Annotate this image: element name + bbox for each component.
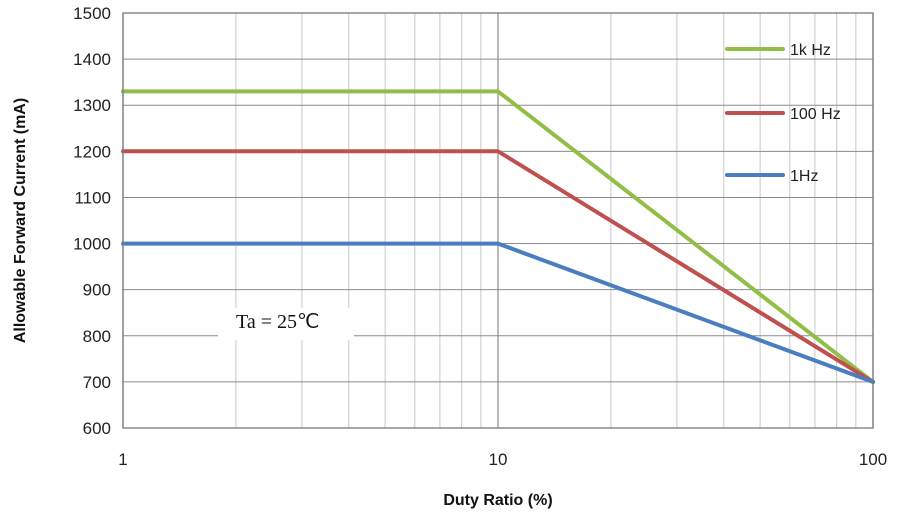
- y-tick-label: 1300: [73, 96, 111, 115]
- axes: 600 700 800 900 1000 1100 1200 1300 1400 1500 1 10 1…: [73, 4, 887, 469]
- legend: 1k Hz 100 Hz 1Hz: [725, 42, 841, 185]
- annotation-text: Ta = 25℃: [236, 311, 319, 333]
- y-tick-label: 900: [83, 281, 111, 300]
- x-tick-label: 10: [489, 450, 508, 469]
- x-tick-label: 1: [118, 450, 127, 469]
- y-tick-label: 1400: [73, 50, 111, 69]
- annotation-group: Ta = 25℃: [218, 308, 354, 340]
- plot-frame: [122, 12, 874, 429]
- y-tick-label: 800: [83, 327, 111, 346]
- legend-label: 1k Hz: [790, 42, 831, 59]
- legend-label: 100 Hz: [790, 106, 841, 123]
- series-lines: [121, 89, 875, 384]
- y-tick-label: 700: [83, 373, 111, 392]
- y-tick-label: 1500: [73, 4, 111, 23]
- annotation-background: [218, 308, 354, 340]
- y-tick-label: 1200: [73, 142, 111, 161]
- series-line: [121, 241, 875, 384]
- grid: [122, 12, 874, 429]
- y-axis-title: Allowable Forward Current (mA): [12, 98, 29, 343]
- x-tick-label: 100: [859, 450, 887, 469]
- y-tick-label: 1000: [73, 235, 111, 254]
- x-axis-title: Duty Ratio (%): [443, 492, 552, 509]
- y-tick-label: 1100: [74, 188, 111, 207]
- legend-label: 1Hz: [790, 168, 818, 185]
- y-tick-label: 600: [83, 419, 111, 438]
- series-line: [121, 149, 875, 384]
- series-line: [121, 89, 875, 384]
